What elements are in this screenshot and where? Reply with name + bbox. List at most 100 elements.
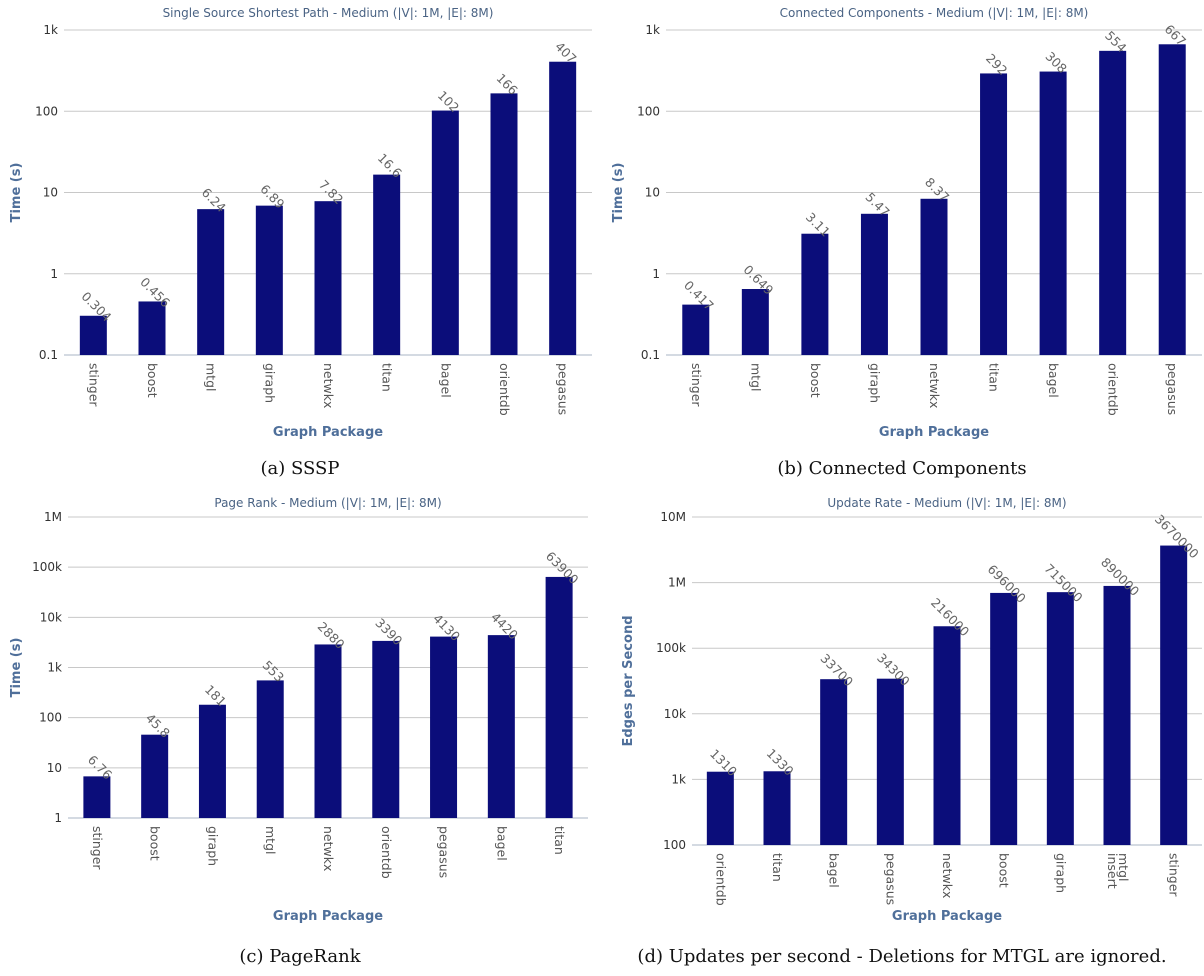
bar [487,635,515,818]
x-tick-label: bagel [438,363,453,398]
bar [876,678,904,845]
bar [431,110,459,355]
chart-update-rate-svg: Update Rate - Medium (|V|: 1M, |E|: 8M) 1… [621,496,1202,924]
bar [763,771,791,845]
chart-sssp-svg: Single Source Shortest Path - Medium (|V… [9,6,592,440]
chart-title: Single Source Shortest Path - Medium (|V… [163,6,494,20]
x-tick-label: giraph [205,826,220,866]
x-tick-label: netwkx [940,853,955,898]
bar [255,205,283,355]
x-tick-label: boost [808,363,823,398]
y-tick-label: 10 [645,186,660,200]
caption-c: (c) PageRank [239,946,361,967]
y-tick-label: 1k [671,772,686,786]
y-tick-label: 0.1 [641,348,660,362]
x-tick-label: stinger [689,363,704,407]
bar [933,626,961,845]
y-axis-label: Time (s) [9,163,24,223]
bar [990,592,1018,845]
chart-sssp: Single Source Shortest Path - Medium (|V… [0,0,602,450]
chart-pagerank: Page Rank - Medium (|V|: 1M, |E|: 8M) 1 10… [0,490,602,940]
chart-title: Update Rate - Medium (|V|: 1M, |E|: 8M) [827,496,1066,510]
y-tick-label: 1k [43,23,58,37]
x-tick-label: stinger [86,363,101,407]
bar [1160,545,1188,845]
y-tick-label: 100k [32,560,62,574]
caption-d: (d) Updates per second - Deletions for M… [637,946,1167,967]
bar [490,93,518,356]
bar [1039,71,1067,356]
bar [372,640,400,818]
x-tick-label: netwkx [927,363,942,408]
x-tick-label: titan [770,853,785,882]
x-tick-label: giraph [1053,853,1068,893]
y-tick-label: 100 [637,104,660,118]
x-tick-label: titan [987,363,1002,392]
x-tick-label: pegasus [437,826,452,878]
x-axis-label: Graph Package [273,909,383,924]
bar [373,174,401,355]
chart-connected-components: Connected Components - Medium (|V|: 1M, … [602,0,1204,450]
y-tick-label: 1k [645,23,660,37]
chart-update-rate: Update Rate - Medium (|V|: 1M, |E|: 8M) 1… [602,490,1204,940]
x-tick-label: titan [380,363,395,392]
x-axis-label: Graph Package [892,909,1002,924]
bar [314,644,342,818]
x-tick-label: bagel [494,826,509,861]
x-tick-label: bagel [1046,363,1061,398]
bar [920,198,948,355]
y-tick-label: 100 [663,838,686,852]
x-axis-label: Graph Package [273,425,383,440]
x-tick-label: orientdb [497,363,512,416]
y-tick-label: 0.1 [39,348,58,362]
bar [860,213,888,355]
x-tick-label: orientdb [713,853,728,906]
y-tick-label: 10k [40,610,62,624]
x-tick-label: giraph [262,363,277,403]
x-tick-label: stinger [90,826,105,870]
x-axis-label: Graph Package [879,425,989,440]
y-tick-label: 100 [35,104,58,118]
bar [256,680,284,818]
y-tick-label: 1 [50,267,58,281]
y-tick-label: 1M [668,576,686,590]
bar [141,734,169,818]
x-tick-label: pegasus [1165,363,1180,415]
x-tick-label-line: insert [1105,853,1120,889]
x-tick-label: bagel [827,853,842,888]
y-tick-label: 1M [44,510,62,524]
chart-title: Page Rank - Medium (|V|: 1M, |E|: 8M) [214,496,441,510]
bar [545,576,573,818]
y-tick-label: 100k [656,641,686,655]
bar [741,289,769,355]
bar [980,73,1008,355]
x-tick-label: orientdb [1106,363,1121,416]
x-tick-label: pegasus [883,853,898,905]
y-tick-label: 10 [47,761,62,775]
bar [79,315,107,355]
chart-cc-svg: Connected Components - Medium (|V|: 1M, … [611,6,1202,440]
bar [1099,50,1127,355]
y-tick-label: 10k [664,707,686,721]
x-tick-label: mtgl [748,363,763,392]
y-axis-label: Time (s) [9,638,24,698]
x-tick-label-line: mtgl [1116,853,1131,882]
y-tick-label: 10 [43,186,58,200]
x-tick-label: stinger [1167,853,1182,897]
caption-b: (b) Connected Components [777,458,1027,479]
x-tick-label: boost [148,826,163,861]
caption-a: (a) SSSP [260,458,340,479]
x-tick-label: mtglinsert [1105,853,1131,889]
bar [801,233,829,355]
chart-title: Connected Components - Medium (|V|: 1M, … [780,6,1089,20]
y-axis-label: Time (s) [611,163,626,223]
x-tick-label: giraph [867,363,882,403]
y-axis-label: Edges per Second [621,615,636,746]
bar [197,209,225,355]
y-tick-label: 1k [47,661,62,675]
x-tick-label: pegasus [556,363,571,415]
y-tick-label: 1 [54,811,62,825]
bar [549,61,577,355]
y-tick-label: 100 [39,711,62,725]
x-tick-label: boost [145,363,160,398]
